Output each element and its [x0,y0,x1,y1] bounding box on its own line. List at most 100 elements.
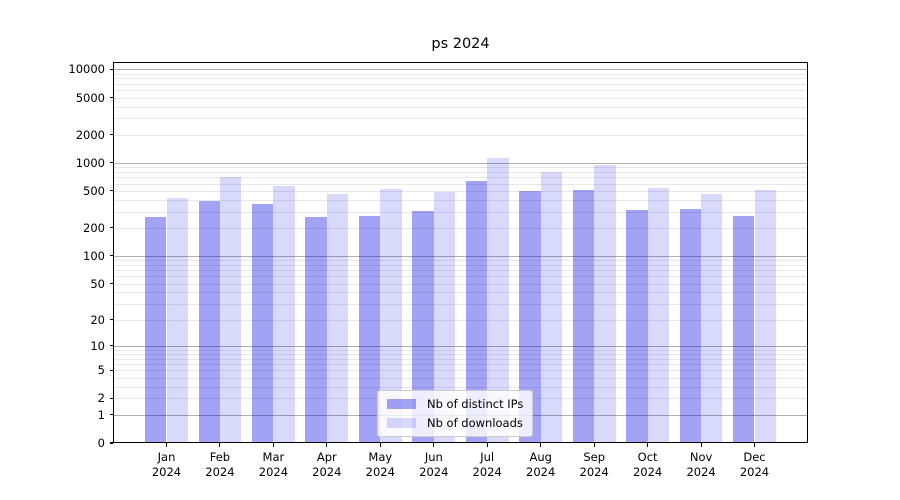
y-minor-gridline [113,227,808,229]
chart-title: ps 2024 [431,36,490,52]
x-tick-year: 2024 [526,464,556,479]
y-minor-gridline [113,134,808,136]
bar-distinct-ips [252,204,274,443]
y-tick-mark [109,369,113,371]
y-tick-label: 2 [97,391,105,406]
bar-downloads [166,197,188,443]
y-minor-gridline [113,349,808,351]
bar-distinct-ips [412,211,434,443]
x-tick-month: May [368,450,393,464]
y-tick-mark [109,227,113,229]
y-major-gridline [113,255,808,257]
x-tick-mark [486,443,488,447]
y-tick-mark [109,318,113,321]
x-tick-mark [219,443,221,447]
y-tick-label: 500 [83,183,105,198]
x-tick-label: Apr 2024 [295,450,359,479]
y-minor-gridline [113,386,808,388]
y-minor-gridline [113,83,808,85]
y-minor-gridline [113,319,808,321]
y-minor-gridline [113,303,808,305]
bar-downloads [273,186,295,443]
y-minor-gridline [113,167,808,168]
x-tick-year: 2024 [312,464,342,479]
x-tick-month: Oct [637,450,658,464]
y-tick-label: 50 [90,276,105,291]
bar-downloads [380,189,402,443]
x-tick-year: 2024 [579,464,609,479]
bar-distinct-ips [519,191,541,443]
x-tick-month: Sep [583,450,606,464]
y-tick-mark [109,162,113,164]
x-tick-label: Mar 2024 [241,450,305,479]
x-tick-mark [326,443,328,447]
bar-distinct-ips [145,216,167,443]
y-tick-label: 10 [90,338,105,353]
x-tick-month: Aug [529,450,552,464]
x-tick-year: 2024 [151,464,182,479]
x-tick-mark [753,443,756,447]
x-tick-mark [700,443,702,447]
x-tick-year: 2024 [472,464,502,479]
x-tick-mark [165,443,168,447]
y-minor-gridline [113,171,808,173]
bar-distinct-ips [358,215,381,443]
x-tick-label: Jun 2024 [402,450,466,479]
y-tick-label: 5 [97,363,105,378]
legend: Nb of distinct IPs Nb of downloads [377,390,534,437]
x-tick-mark [593,443,595,447]
y-tick-label: 100 [83,248,105,263]
bar-downloads [754,190,776,443]
x-tick-month: Nov [689,450,713,464]
bar-downloads [540,172,563,443]
y-minor-gridline [113,90,808,92]
x-tick-label: Dec 2024 [723,450,787,479]
x-tick-month: Jun [424,450,443,464]
x-tick-year: 2024 [258,464,289,479]
x-tick-year: 2024 [205,464,235,479]
y-tick-label: 1000 [75,155,105,170]
bar-downloads [433,192,456,443]
x-tick-month: Mar [262,450,285,464]
x-tick-month: Jul [480,450,495,464]
y-major-gridline [113,162,808,164]
x-tick-label: Aug 2024 [509,450,573,479]
legend-label-distinct-ips: Nb of distinct IPs [427,397,524,411]
legend-label-downloads: Nb of downloads [427,416,523,430]
y-minor-gridline [113,73,808,75]
y-minor-gridline [113,199,808,201]
bar-distinct-ips [733,216,755,443]
bar-downloads [219,177,242,443]
y-minor-gridline [113,283,808,285]
y-minor-gridline [113,264,808,266]
bar-distinct-ips [198,200,220,443]
bar-downloads [487,158,509,443]
y-minor-gridline [113,364,808,366]
bar-downloads [647,187,669,443]
x-tick-mark [647,443,649,447]
y-minor-gridline [113,370,808,372]
bar-distinct-ips [572,190,595,443]
y-tick-label: 20 [90,312,105,327]
y-minor-gridline [113,183,808,185]
x-tick-label: Jul 2024 [455,450,519,479]
x-tick-label: Jan 2024 [135,450,199,479]
y-minor-gridline [113,118,808,120]
legend-item-distinct-ips: Nb of distinct IPs [387,397,523,411]
y-minor-gridline [113,190,808,192]
y-tick-mark [109,345,113,347]
x-tick-month: Jan [157,450,176,464]
y-minor-gridline [113,377,808,379]
y-tick-mark [109,134,113,136]
bar-distinct-ips [465,180,488,443]
x-tick-label: May 2024 [348,450,412,479]
y-tick-mark [109,442,113,444]
bar-downloads [594,165,616,443]
bar-distinct-ips [305,216,327,443]
y-minor-gridline [113,106,808,108]
y-tick-label: 2000 [75,127,105,142]
y-minor-gridline [113,211,808,213]
y-minor-gridline [113,292,808,294]
x-tick-label: Oct 2024 [616,450,680,479]
x-tick-month: Dec [743,450,766,464]
